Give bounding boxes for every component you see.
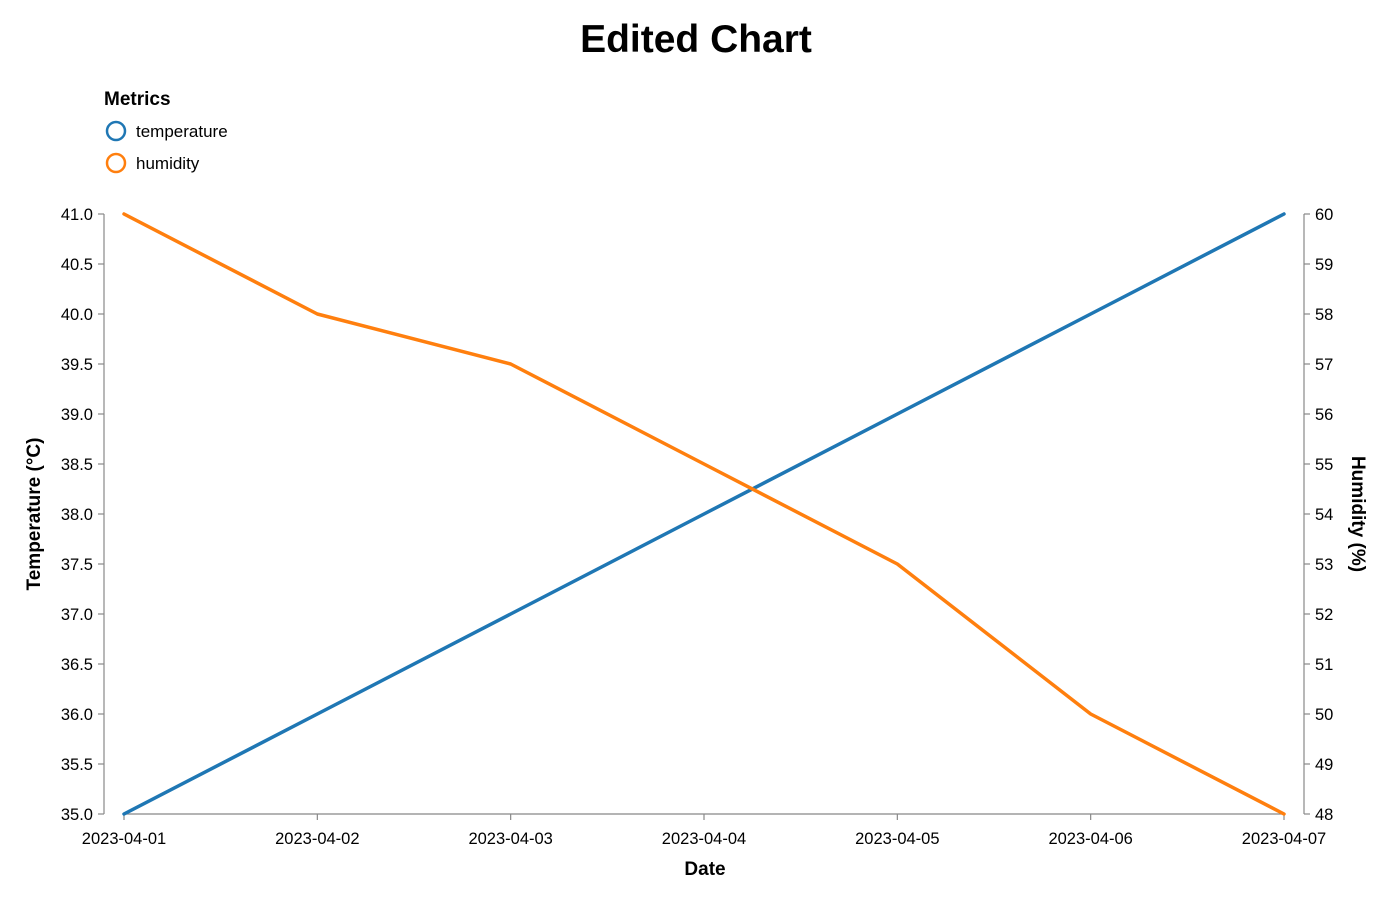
y-left-tick-label: 36.5 — [61, 656, 93, 674]
y-right-tick-label: 49 — [1315, 756, 1333, 774]
y-right-tick-label: 52 — [1315, 606, 1333, 624]
y-left-tick-label: 37.5 — [61, 556, 93, 574]
x-axis-title: Date — [684, 859, 725, 880]
y-left-tick-label: 40.0 — [61, 306, 93, 324]
legend-symbol-humidity — [105, 152, 127, 174]
x-tick-label: 2023-04-04 — [662, 830, 746, 848]
y-right-tick-label: 56 — [1315, 406, 1333, 424]
y-right-tick-label: 54 — [1315, 506, 1333, 524]
y-left-tick-label: 35.5 — [61, 756, 93, 774]
y-right-tick-label: 55 — [1315, 456, 1333, 474]
x-tick-label: 2023-04-02 — [275, 830, 359, 848]
y-axis-right: 48 49 50 51 52 53 54 55 56 57 58 59 60 — [1303, 206, 1333, 824]
series-line-humidity — [122, 212, 1286, 816]
series-lines — [122, 212, 1286, 816]
y-axis-right-title: Humidity (%) — [1347, 456, 1368, 572]
x-tick-label: 2023-04-01 — [82, 830, 166, 848]
legend-symbol-temperature — [105, 120, 127, 142]
legend-label-temperature: temperature — [136, 122, 228, 141]
y-right-tick-label: 57 — [1315, 356, 1333, 374]
y-right-tick-label: 51 — [1315, 656, 1333, 674]
x-tick-label: 2023-04-05 — [855, 830, 939, 848]
y-left-tick-label: 36.0 — [61, 706, 93, 724]
series-line-temperature — [122, 212, 1286, 816]
y-right-tick-label: 58 — [1315, 306, 1333, 324]
y-axis-left: 35.0 35.5 36.0 36.5 37.0 37.5 38.0 38.5 39.0 39.5… — [61, 206, 105, 824]
legend-label-humidity: humidity — [136, 154, 200, 173]
y-left-tick-label: 39.0 — [61, 406, 93, 424]
y-axis-left-title: Temperature (°C) — [24, 438, 45, 591]
y-right-tick-label: 59 — [1315, 256, 1333, 274]
y-left-tick-label: 35.0 — [61, 806, 93, 824]
y-left-tick-label: 37.0 — [61, 606, 93, 624]
y-left-tick-label: 41.0 — [61, 206, 93, 224]
legend: Metrics temperature humidity — [104, 89, 228, 174]
x-tick-label: 2023-04-07 — [1242, 830, 1326, 848]
x-axis: 2023-04-01 2023-04-02 2023-04-03 2023-04-04… — [82, 813, 1326, 848]
chart-title: Edited Chart — [580, 18, 812, 61]
y-right-tick-label: 53 — [1315, 556, 1333, 574]
y-left-tick-label: 38.5 — [61, 456, 93, 474]
y-right-tick-label: 50 — [1315, 706, 1333, 724]
y-left-tick-label: 38.0 — [61, 506, 93, 524]
y-right-tick-label: 48 — [1315, 806, 1333, 824]
legend-title: Metrics — [104, 89, 171, 110]
x-tick-label: 2023-04-06 — [1048, 830, 1132, 848]
x-tick-label: 2023-04-03 — [468, 830, 552, 848]
y-left-tick-label: 40.5 — [61, 256, 93, 274]
y-right-tick-label: 60 — [1315, 206, 1333, 224]
y-left-tick-label: 39.5 — [61, 356, 93, 374]
